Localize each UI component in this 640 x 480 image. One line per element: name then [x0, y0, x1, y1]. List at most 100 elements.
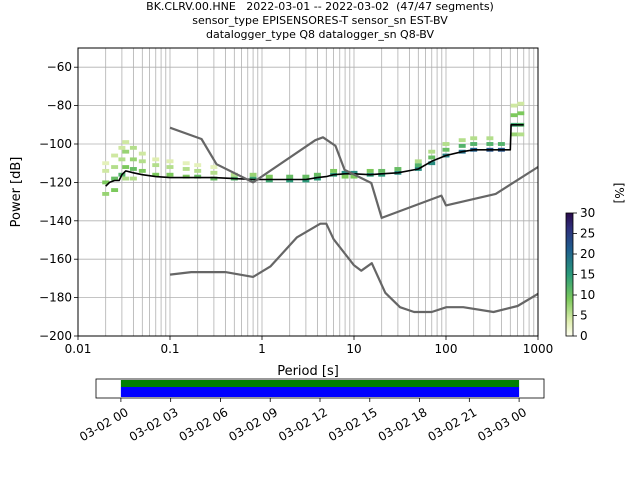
heatmap-cell — [194, 174, 202, 179]
heatmap-cell — [210, 176, 218, 181]
grid-lines — [77, 48, 539, 337]
colorbar-tick-label: 0 — [580, 329, 588, 343]
heatmap-cell — [414, 163, 422, 168]
chart-title-line-3: datalogger_type Q8 datalogger_sn Q8-BV — [205, 28, 435, 41]
heatmap-cell — [428, 149, 436, 154]
mode-line — [105, 124, 524, 187]
x-tick-label: 0.01 — [65, 342, 92, 356]
availability-data-bar — [120, 387, 520, 397]
availability-bars — [120, 380, 520, 397]
y-tick-label: −180 — [39, 291, 72, 305]
heatmap-cell — [182, 174, 190, 179]
heatmap-cell — [152, 163, 160, 168]
y-tick-label: −80 — [47, 99, 72, 113]
heatmap-cell — [166, 172, 174, 177]
heatmap-cell — [129, 157, 137, 162]
heatmap-cell — [265, 174, 273, 179]
heatmap-cell — [286, 178, 294, 183]
x-axis-label: Period [s] — [277, 364, 339, 379]
heatmap-cell — [138, 159, 146, 164]
availability-tick-label: 03-02 06 — [177, 405, 231, 444]
heatmap-cell — [313, 176, 321, 181]
heatmap-cell — [341, 174, 349, 179]
availability-tick-label: 03-02 12 — [276, 405, 330, 444]
chart-title-line-2: sensor_type EPISENSORES-T sensor_sn EST-… — [192, 14, 448, 27]
y-tick-label: −60 — [47, 60, 72, 74]
heatmap-cell — [194, 163, 202, 168]
heatmap-cell — [366, 168, 374, 173]
heatmap-cell — [517, 101, 525, 106]
heatmap-cell — [486, 136, 494, 141]
heatmap-cell — [166, 165, 174, 169]
heatmap-cell — [111, 153, 119, 158]
colorbar — [565, 212, 574, 337]
heatmap-cell — [230, 172, 238, 177]
y-tick-label: −100 — [39, 137, 72, 151]
heatmap-cell — [138, 168, 146, 173]
heatmap-cell — [394, 167, 402, 171]
heatmap-cell — [249, 176, 257, 181]
heatmap-cell — [486, 142, 494, 146]
heatmap-cell — [428, 155, 436, 160]
y-tick-label: −200 — [39, 329, 72, 343]
heatmap-cell — [249, 172, 257, 177]
availability-tick-label: 03-02 21 — [426, 405, 480, 444]
noise-model-low — [169, 222, 538, 314]
availability-tick-label: 03-02 09 — [226, 405, 280, 444]
colorbar-tick-label: 5 — [580, 309, 588, 323]
heatmap-cell — [510, 113, 518, 118]
heatmap-cell — [118, 157, 126, 162]
heatmap-cell — [458, 144, 466, 148]
heatmap-cell — [470, 142, 478, 146]
chart-title-line-1: BK.CLRV.00.HNE 2022-03-01 -- 2022-03-02 … — [146, 0, 494, 13]
x-tick-label: 0.1 — [160, 342, 179, 356]
y-tick-label: −160 — [39, 252, 72, 266]
heatmap-cell — [378, 168, 386, 173]
series-lines — [105, 124, 538, 314]
heatmap-cell — [122, 165, 130, 169]
heatmap-cell — [102, 180, 110, 185]
y-tick-label: −140 — [39, 214, 72, 228]
colorbar-ticks: 0 5 10 15 20 25 30 — [573, 206, 595, 343]
y-axis-ticks: −200 −180 −160 −140 −120 −100 −80 −60 — [39, 60, 78, 343]
heatmap-cell — [442, 142, 450, 146]
colorbar-tick-label: 25 — [580, 227, 595, 241]
heatmap-cell — [118, 145, 126, 150]
heatmap-cell — [497, 142, 505, 146]
heatmap-cell — [194, 168, 202, 173]
heatmap-cell — [517, 111, 525, 116]
heatmap-cell — [341, 170, 349, 175]
heatmap-cell — [129, 176, 137, 181]
heatmap-cell — [414, 159, 422, 164]
availability-tick-label: 03-03 00 — [475, 405, 529, 444]
heatmap-cell — [330, 168, 338, 173]
y-tick-label: −120 — [39, 175, 72, 189]
heatmap-cell — [102, 192, 110, 196]
availability-tick-label: 03-02 15 — [326, 405, 380, 444]
heatmap-cell — [166, 159, 174, 164]
noise-model-high — [169, 126, 538, 219]
heatmap-cell — [111, 165, 119, 169]
heatmap-cell — [302, 174, 310, 179]
availability-gap-bar — [120, 380, 520, 387]
heatmap-cell — [350, 170, 358, 175]
heatmap-cell — [510, 103, 518, 108]
heatmap-cell — [265, 178, 273, 183]
plot-frame — [77, 47, 539, 337]
x-tick-label: 1 — [258, 342, 266, 356]
heatmap-cell — [286, 174, 294, 179]
heatmap-cell — [152, 157, 160, 162]
heatmap-cell — [122, 176, 130, 181]
colorbar-label: [%] — [612, 183, 626, 204]
colorbar-tick-label: 15 — [580, 268, 595, 282]
heatmap-cell — [111, 176, 119, 181]
heatmap-cell — [152, 172, 160, 177]
availability-tick-label: 03-02 18 — [376, 405, 430, 444]
heatmap-cell — [517, 132, 525, 137]
heatmap-cell — [428, 161, 436, 166]
availability-tick-label: 03-02 03 — [127, 405, 181, 444]
heatmap-cell — [350, 174, 358, 179]
heatmap-cell — [378, 172, 386, 177]
heatmap-cell — [210, 170, 218, 175]
x-tick-label: 1000 — [523, 342, 554, 356]
